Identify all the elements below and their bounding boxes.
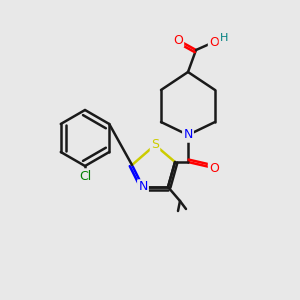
Text: O: O [209,161,219,175]
Text: S: S [151,139,159,152]
Text: O: O [173,34,183,46]
Text: N: N [138,181,148,194]
Text: N: N [183,128,193,142]
Text: O: O [209,35,219,49]
Text: Cl: Cl [79,169,91,182]
Text: H: H [220,33,228,43]
